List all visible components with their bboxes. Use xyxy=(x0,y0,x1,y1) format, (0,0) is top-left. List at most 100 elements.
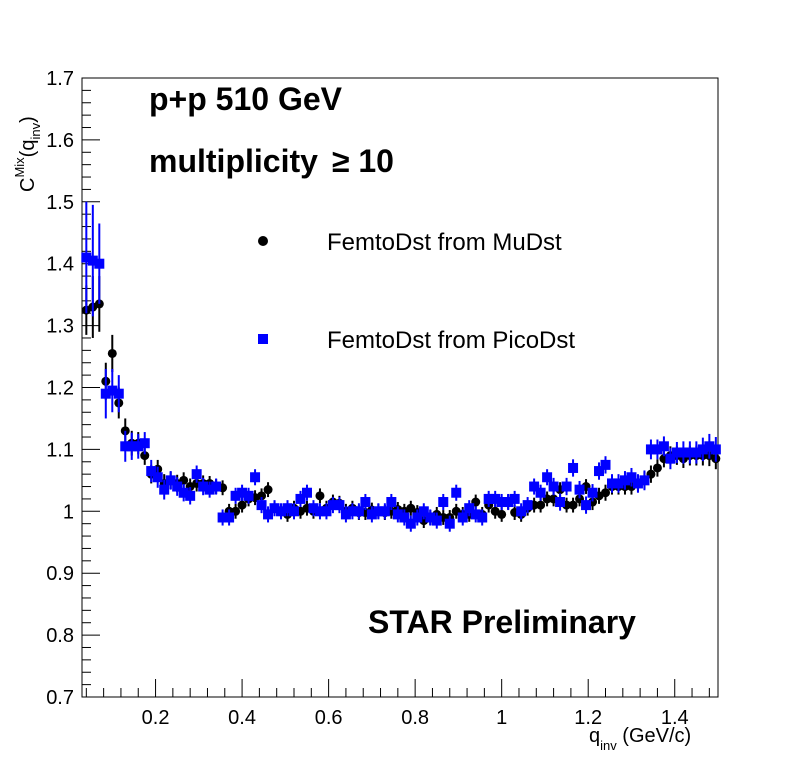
data-point-square xyxy=(431,515,442,526)
data-point-square xyxy=(250,472,261,483)
data-point-square xyxy=(483,493,494,504)
data-point-square xyxy=(87,255,98,266)
y-tick-label: 1.3 xyxy=(46,316,74,338)
data-point-square xyxy=(464,503,475,514)
data-point-square xyxy=(269,503,280,514)
data-point-square xyxy=(282,503,293,514)
data-point-circle xyxy=(315,491,325,501)
data-point-circle xyxy=(406,503,416,513)
data-point-square xyxy=(645,444,656,455)
legend-marker-mudst xyxy=(258,236,268,246)
y-tick-label: 1 xyxy=(63,501,74,523)
data-point-square xyxy=(607,478,617,489)
data-point-square xyxy=(626,472,637,483)
axes: 0.7 0.8 0.9 1 1.1 1.2 1.3 1.4 1.5 1.6 1.7 0.2 0.4 0.6… xyxy=(46,68,719,729)
data-point-circle xyxy=(263,485,273,495)
data-point-square xyxy=(619,475,630,486)
data-point-square xyxy=(81,252,92,263)
data-point-square xyxy=(133,441,144,452)
data-point-square xyxy=(204,484,215,495)
data-point-square xyxy=(120,441,131,452)
x-tick-label: 1.4 xyxy=(661,707,689,729)
data-point-square xyxy=(639,475,650,486)
data-point-square xyxy=(425,512,436,523)
x-tick-label: 0.6 xyxy=(315,707,343,729)
data-point-square xyxy=(548,481,559,492)
data-point-square xyxy=(710,444,721,455)
data-point-square xyxy=(587,487,598,498)
y-tick-label: 1.1 xyxy=(46,439,74,461)
data-point-square xyxy=(353,506,364,517)
data-point-square xyxy=(535,487,546,498)
data-point-square xyxy=(697,444,708,455)
data-point-square xyxy=(100,388,111,399)
y-tick-label: 0.8 xyxy=(46,625,74,647)
data-point-square xyxy=(632,478,643,489)
data-point-square xyxy=(314,506,325,517)
data-point-square xyxy=(581,500,592,511)
multiplicity-word: multiplicity xyxy=(149,143,318,179)
data-point-circle xyxy=(568,500,578,510)
data-point-square xyxy=(366,509,377,520)
data-point-square xyxy=(399,512,410,523)
data-point-square xyxy=(139,438,150,449)
x-axis-title-sub: inv xyxy=(600,738,617,753)
data-point-square xyxy=(289,506,299,517)
data-point-square xyxy=(477,512,488,523)
legend-marker-picodst xyxy=(258,334,268,344)
data-point-square xyxy=(334,500,345,511)
y-axis-title-main: C xyxy=(17,178,39,192)
data-point-square xyxy=(340,509,351,520)
data-point-square xyxy=(276,506,287,517)
data-point-square xyxy=(198,481,209,492)
y-tick-label: 1.6 xyxy=(46,130,74,152)
data-point-square xyxy=(509,493,520,504)
y-axis-title-sup: Mix xyxy=(12,157,27,178)
data-point-circle xyxy=(107,348,117,358)
x-tick-label: 0.2 xyxy=(142,707,170,729)
data-point-square xyxy=(658,441,669,452)
data-point-square xyxy=(94,258,105,269)
data-point-square xyxy=(522,500,533,511)
data-point-circle xyxy=(237,500,247,510)
data-point-square xyxy=(146,466,157,477)
data-point-circle xyxy=(536,500,546,510)
data-point-square xyxy=(152,472,163,483)
data-point-square xyxy=(444,518,455,529)
data-point-square xyxy=(295,493,306,504)
multiplicity-cut: ≥ 10 xyxy=(332,143,394,179)
x-axis-title-main: q xyxy=(589,725,600,747)
x-tick-label: 1 xyxy=(496,707,507,729)
y-tick-label: 1.2 xyxy=(46,378,74,400)
data-point-square xyxy=(684,447,695,458)
data-point-square xyxy=(542,472,553,483)
x-tick-label: 0.4 xyxy=(228,707,256,729)
data-point-square xyxy=(555,497,566,508)
data-point-square xyxy=(678,447,689,458)
data-point-square xyxy=(217,512,228,523)
data-point-square xyxy=(516,506,527,517)
data-point-square xyxy=(237,487,248,498)
series-picodst xyxy=(81,201,721,532)
data-point-square xyxy=(405,518,416,529)
data-point-square xyxy=(457,512,468,523)
data-point-square xyxy=(243,490,254,501)
data-point-circle xyxy=(257,491,267,501)
data-point-square xyxy=(230,490,241,501)
data-point-square xyxy=(594,466,605,477)
y-axis-title-sub: inv xyxy=(28,122,43,139)
data-point-square xyxy=(178,487,189,498)
data-point-square xyxy=(185,490,196,501)
data-point-square xyxy=(496,497,507,508)
data-point-square xyxy=(256,500,267,511)
data-point-circle xyxy=(497,509,507,519)
data-point-square xyxy=(600,459,611,470)
data-point-square xyxy=(561,481,572,492)
data-point-square xyxy=(107,385,118,396)
data-point-circle xyxy=(652,463,662,473)
y-tick-label: 1.4 xyxy=(46,254,74,276)
data-point-square xyxy=(308,503,319,514)
x-tick-label: 1.2 xyxy=(574,707,602,729)
